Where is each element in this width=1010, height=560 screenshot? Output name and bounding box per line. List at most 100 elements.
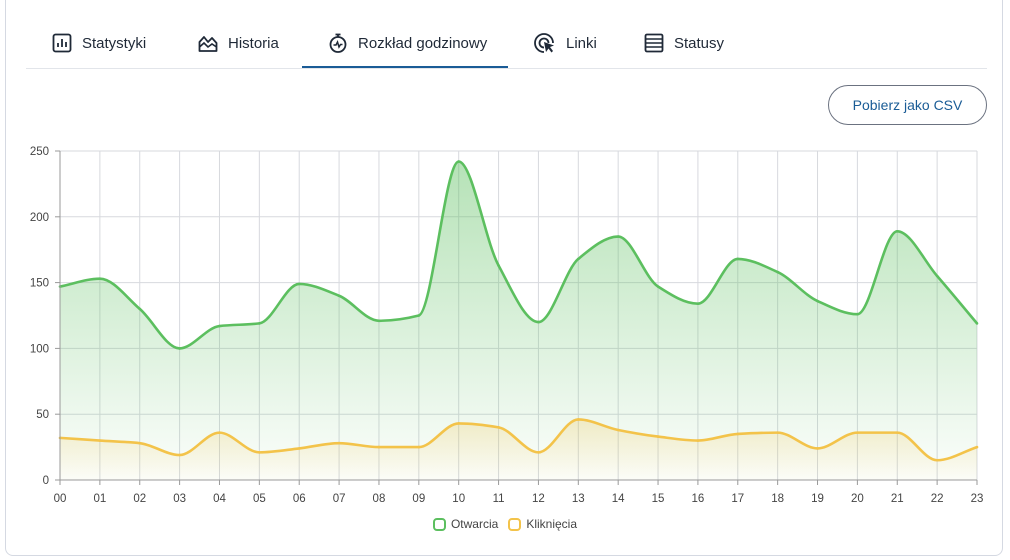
x-tick-label: 09 bbox=[412, 493, 425, 505]
download-csv-button[interactable]: Pobierz jako CSV bbox=[828, 85, 987, 125]
y-tick-label: 200 bbox=[30, 212, 49, 224]
data-point-clicks[interactable] bbox=[377, 445, 381, 449]
data-point-opens[interactable] bbox=[816, 299, 819, 303]
chart-legend: Otwarcia Kliknięcia bbox=[0, 514, 1010, 534]
data-point-clicks[interactable] bbox=[696, 439, 700, 442]
legend-item-opens[interactable]: Otwarcia bbox=[432, 517, 498, 531]
data-point-clicks[interactable] bbox=[656, 435, 660, 438]
tab-label: Statusy bbox=[674, 34, 725, 52]
data-point-opens[interactable] bbox=[736, 257, 740, 261]
tab-bar: Statystyki Historia Rozkład godzinowy Li… bbox=[26, 18, 987, 69]
data-point-clicks[interactable] bbox=[856, 431, 859, 434]
data-point-clicks[interactable] bbox=[178, 453, 181, 457]
tab-statystyki[interactable]: Statystyki bbox=[52, 18, 146, 68]
x-tick-label: 08 bbox=[373, 493, 386, 505]
y-tick-label: 50 bbox=[36, 409, 49, 421]
data-point-clicks[interactable] bbox=[337, 441, 341, 445]
data-point-opens[interactable] bbox=[776, 270, 779, 274]
data-point-opens[interactable] bbox=[417, 314, 421, 317]
x-tick-label: 04 bbox=[213, 493, 226, 505]
x-tick-label: 02 bbox=[133, 493, 146, 505]
data-point-opens[interactable] bbox=[337, 294, 341, 298]
active-tab-indicator bbox=[302, 66, 508, 68]
x-tick-label: 14 bbox=[612, 493, 625, 505]
data-point-opens[interactable] bbox=[297, 282, 301, 286]
area-chart-icon bbox=[198, 36, 218, 52]
data-point-clicks[interactable] bbox=[297, 447, 301, 450]
x-tick-label: 16 bbox=[692, 493, 705, 505]
y-tick-label: 150 bbox=[30, 278, 49, 290]
x-tick-label: 07 bbox=[333, 493, 346, 505]
data-point-opens[interactable] bbox=[457, 160, 460, 163]
data-point-opens[interactable] bbox=[377, 319, 381, 323]
data-point-opens[interactable] bbox=[258, 322, 261, 325]
data-point-opens[interactable] bbox=[935, 274, 939, 278]
data-point-opens[interactable] bbox=[497, 264, 500, 267]
data-point-opens[interactable] bbox=[656, 285, 660, 288]
data-point-clicks[interactable] bbox=[616, 428, 620, 432]
x-tick-label: 23 bbox=[971, 493, 984, 505]
data-point-clicks[interactable] bbox=[537, 451, 540, 454]
data-point-clicks[interactable] bbox=[497, 426, 500, 429]
bar-chart-icon bbox=[52, 33, 72, 53]
cursor-click-icon bbox=[534, 33, 554, 53]
data-point-opens[interactable] bbox=[975, 322, 979, 325]
data-point-clicks[interactable] bbox=[776, 431, 779, 434]
legend-swatch-opens bbox=[432, 517, 446, 531]
x-tick-label: 20 bbox=[851, 493, 864, 505]
tab-label: Historia bbox=[228, 34, 279, 52]
x-tick-label: 15 bbox=[652, 493, 665, 505]
series-line-clicks bbox=[59, 418, 978, 462]
legend-label-clicks: Kliknięcia bbox=[526, 517, 578, 531]
y-axis: 0 50 100 150 200 250 bbox=[30, 146, 61, 487]
legend-item-clicks[interactable]: Kliknięcia bbox=[508, 517, 577, 531]
data-point-opens[interactable] bbox=[537, 320, 540, 324]
tab-linki[interactable]: Linki bbox=[534, 18, 597, 68]
data-point-clicks[interactable] bbox=[935, 458, 939, 462]
x-tick-label: 21 bbox=[891, 493, 904, 505]
data-point-clicks[interactable] bbox=[577, 418, 580, 421]
list-icon bbox=[644, 33, 664, 53]
x-tick-label: 05 bbox=[253, 493, 266, 505]
tab-rozklad-godzinowy[interactable]: Rozkład godzinowy bbox=[328, 18, 487, 68]
data-point-opens[interactable] bbox=[616, 235, 620, 238]
x-tick-label: 03 bbox=[173, 493, 186, 505]
series-line-opens bbox=[59, 160, 978, 350]
data-point-opens[interactable] bbox=[895, 229, 899, 233]
data-point-clicks[interactable] bbox=[736, 432, 740, 436]
x-axis: 00 01 02 03 04 05 06 07 08 09 10 11 12 13 14 15 16 17 18 19… bbox=[54, 479, 984, 505]
x-tick-label: 01 bbox=[93, 493, 106, 505]
tab-statusy[interactable]: Statusy bbox=[644, 18, 724, 68]
data-point-clicks[interactable] bbox=[975, 445, 979, 449]
hourly-distribution-chart: 0 50 100 150 200 250 00 01 02 03 04 05 06 07 08 09 10 11… bbox=[30, 146, 984, 505]
data-point-opens[interactable] bbox=[696, 302, 700, 305]
x-tick-label: 17 bbox=[731, 493, 744, 505]
tab-historia[interactable]: Historia bbox=[198, 18, 279, 68]
data-point-opens[interactable] bbox=[856, 312, 859, 316]
chart-areas bbox=[60, 161, 977, 480]
data-point-clicks[interactable] bbox=[218, 431, 221, 434]
data-point-opens[interactable] bbox=[138, 307, 142, 311]
x-tick-label: 18 bbox=[771, 493, 784, 505]
x-tick-label: 00 bbox=[54, 493, 67, 505]
data-point-opens[interactable] bbox=[178, 347, 181, 350]
x-tick-label: 22 bbox=[931, 493, 944, 505]
series-area-opens bbox=[60, 161, 977, 480]
x-tick-label: 19 bbox=[811, 493, 824, 505]
data-point-clicks[interactable] bbox=[417, 445, 421, 449]
x-tick-label: 10 bbox=[452, 493, 465, 505]
stopwatch-icon bbox=[329, 33, 347, 53]
data-point-opens[interactable] bbox=[218, 324, 221, 328]
y-tick-label: 250 bbox=[30, 146, 49, 158]
data-point-opens[interactable] bbox=[98, 277, 102, 280]
x-tick-label: 11 bbox=[493, 493, 505, 505]
tab-label: Linki bbox=[566, 34, 597, 52]
data-point-clicks[interactable] bbox=[258, 451, 261, 454]
data-point-opens[interactable] bbox=[577, 257, 580, 261]
data-point-clicks[interactable] bbox=[98, 439, 102, 442]
data-point-clicks[interactable] bbox=[816, 447, 819, 450]
data-point-clicks[interactable] bbox=[138, 441, 142, 445]
data-point-clicks[interactable] bbox=[457, 422, 460, 425]
tab-label: Rozkład godzinowy bbox=[358, 34, 488, 52]
data-point-clicks[interactable] bbox=[895, 431, 899, 434]
